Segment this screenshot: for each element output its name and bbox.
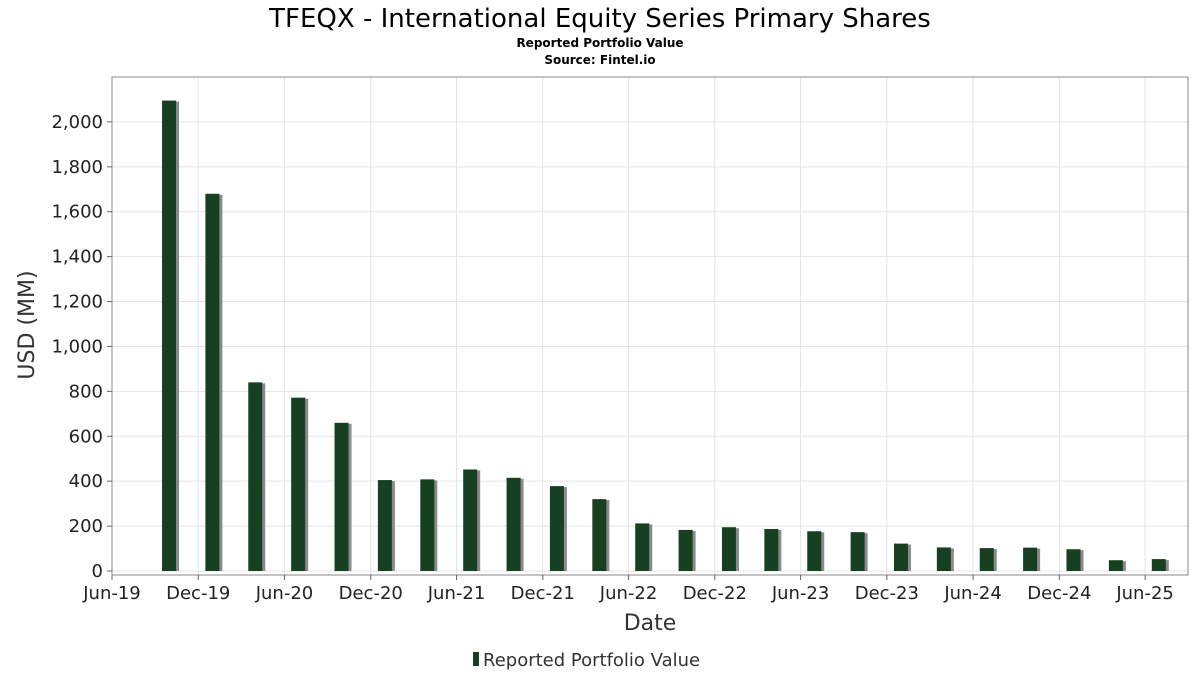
bar	[549, 486, 564, 571]
x-tick-label: Dec-23	[855, 583, 919, 604]
bar	[893, 543, 908, 571]
y-tick-label: 0	[92, 561, 103, 582]
bar	[979, 548, 994, 571]
x-tick-label: Dec-19	[166, 583, 230, 604]
legend-label: Reported Portfolio Value	[483, 650, 700, 671]
y-tick-label: 400	[69, 471, 103, 492]
y-axis: 0 200 400 600 800 1,000 1,200 1,400 1,600 1,800 2,…	[51, 112, 112, 582]
bar	[1151, 559, 1166, 571]
y-tick-label: 1,400	[51, 247, 103, 268]
bar	[592, 499, 607, 571]
chart-subtitle: Reported Portfolio Value	[516, 36, 683, 50]
bar	[463, 469, 478, 571]
chart-title: TFEQX - International Equity Series Prim…	[268, 4, 931, 34]
bar	[377, 480, 392, 571]
bar	[1108, 560, 1123, 571]
x-tick-label: Jun-21	[427, 583, 486, 604]
grid-lines	[111, 77, 1188, 575]
bar	[764, 529, 779, 571]
x-tick-label: Dec-20	[339, 583, 403, 604]
y-tick-label: 1,800	[51, 157, 103, 178]
y-tick-label: 800	[69, 381, 103, 402]
y-axis-label: USD (MM)	[15, 270, 40, 379]
x-tick-label: Jun-19	[82, 583, 141, 604]
x-tick-label: Jun-22	[599, 583, 658, 604]
y-tick-label: 600	[69, 426, 103, 447]
y-tick-label: 1,600	[51, 202, 103, 223]
bar	[291, 397, 306, 571]
legend: Reported Portfolio Value	[473, 650, 700, 671]
bar	[1023, 547, 1038, 571]
bars-group	[162, 100, 1169, 571]
bar	[721, 527, 736, 571]
bar	[420, 479, 435, 571]
bar	[162, 100, 177, 571]
x-tick-label: Dec-24	[1027, 583, 1091, 604]
bar	[678, 529, 693, 571]
x-tick-label: Jun-25	[1115, 583, 1174, 604]
x-axis: Jun-19 Dec-19 Jun-20 Dec-20 Jun-21 Dec-21 Jun-…	[82, 575, 1174, 604]
y-tick-label: 2,000	[51, 112, 103, 133]
bar	[807, 531, 822, 571]
legend-swatch	[473, 652, 479, 666]
bar	[248, 382, 263, 571]
y-tick-label: 1,000	[51, 336, 103, 357]
x-axis-label: Date	[624, 611, 677, 636]
x-tick-label: Dec-21	[511, 583, 575, 604]
bar	[936, 547, 951, 571]
bar	[635, 523, 650, 571]
y-tick-label: 200	[69, 516, 103, 537]
x-tick-label: Dec-22	[683, 583, 747, 604]
bar	[205, 193, 220, 571]
bar	[1066, 549, 1081, 571]
x-tick-label: Jun-20	[255, 583, 314, 604]
bar	[334, 422, 349, 571]
x-tick-label: Jun-24	[943, 583, 1002, 604]
chart-source: Source: Fintel.io	[544, 53, 655, 67]
bar	[850, 532, 865, 571]
bar	[506, 477, 521, 571]
x-tick-label: Jun-23	[771, 583, 830, 604]
plot-frame	[111, 76, 1189, 576]
y-tick-label: 1,200	[51, 292, 103, 313]
